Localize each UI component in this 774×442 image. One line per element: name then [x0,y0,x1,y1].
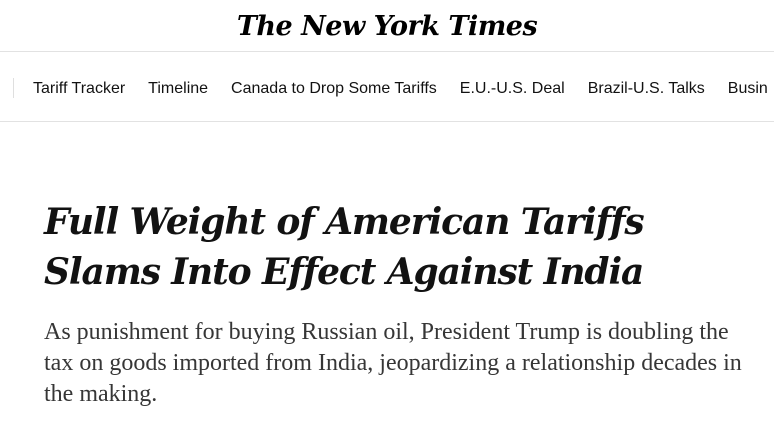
nav-item-brazil-us-talks[interactable]: Brazil-U.S. Talks [587,80,705,97]
nav-item-timeline[interactable]: Timeline [148,80,209,97]
topic-nav: Tariff Tracker Timeline Canada to Drop Som… [0,52,774,122]
article-headline: Full Weight of American Tariffs Slams In… [44,201,645,293]
nav-item-eu-us-deal[interactable]: E.U.-U.S. Deal [459,80,565,97]
masthead: The New York Times [0,0,774,52]
nyt-logo[interactable]: The New York Times [236,11,538,42]
nav-items: Tariff Tracker Timeline Canada to Drop Som… [33,79,774,99]
nav-item-canada-tariffs[interactable]: Canada to Drop Some Tariffs [231,80,437,97]
nav-item-tariff-tracker[interactable]: Tariff Tracker [33,80,126,97]
nav-divider [13,78,14,98]
nav-item-business[interactable]: Busin [727,80,768,97]
article-summary: As punishment for buying Russian oil, Pr… [44,319,742,407]
